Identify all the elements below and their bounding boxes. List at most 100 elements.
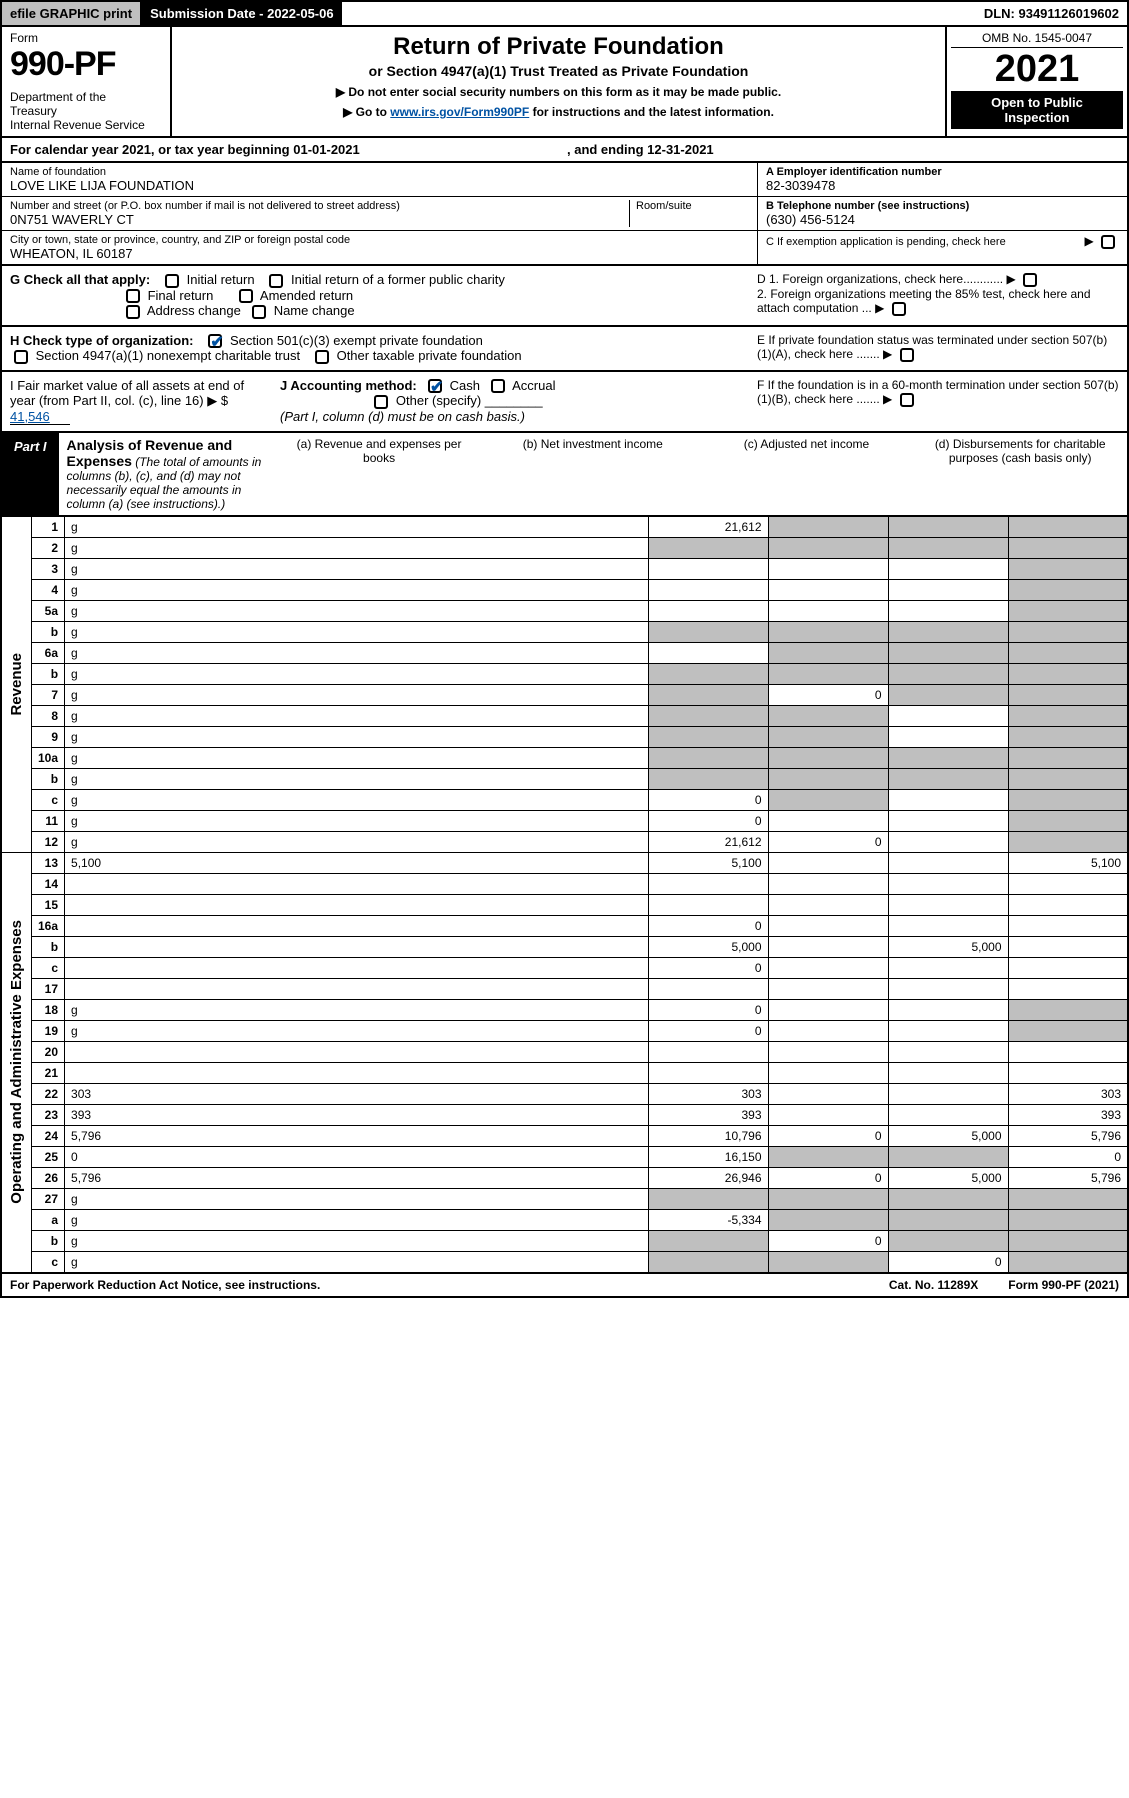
c-checkbox[interactable] <box>1101 235 1115 249</box>
f-check[interactable] <box>900 393 914 407</box>
line-desc: g <box>65 579 648 600</box>
line-21-col-a <box>648 1062 768 1083</box>
g-namechange[interactable] <box>252 305 266 319</box>
col-b: (b) Net investment income <box>486 433 700 515</box>
line-num: 4 <box>32 579 65 600</box>
line-14-col-a <box>648 873 768 894</box>
line-9-col-d <box>1008 726 1128 747</box>
i-block: I Fair market value of all assets at end… <box>10 378 260 425</box>
line-num: 15 <box>32 894 65 915</box>
line-num: 5a <box>32 600 65 621</box>
h-501c3[interactable] <box>208 334 222 348</box>
line-num: c <box>32 957 65 978</box>
line-21-col-d <box>1008 1062 1128 1083</box>
line-22-col-c <box>888 1083 1008 1104</box>
e-check[interactable] <box>900 348 914 362</box>
e-label: E If private foundation status was termi… <box>757 333 1107 361</box>
line-16a-col-c <box>888 915 1008 936</box>
line-1-col-c <box>888 517 1008 538</box>
g-amended[interactable] <box>239 289 253 303</box>
line-desc: g <box>65 537 648 558</box>
line-desc <box>65 873 648 894</box>
line-18-col-c <box>888 999 1008 1020</box>
cal-end: 12-31-2021 <box>647 142 714 157</box>
line-b-col-a <box>648 621 768 642</box>
line-10a-col-d <box>1008 747 1128 768</box>
j-accrual[interactable] <box>491 379 505 393</box>
line-12-col-a: 21,612 <box>648 831 768 852</box>
form-title: Return of Private Foundation <box>182 33 935 61</box>
line-b-col-b: 0 <box>768 1230 888 1251</box>
dln: DLN: 93491126019602 <box>976 2 1127 25</box>
line-4-col-b <box>768 579 888 600</box>
g-opt0: Initial return <box>187 272 255 287</box>
line-b-col-d <box>1008 1230 1128 1251</box>
h-opt1: Section 501(c)(3) exempt private foundat… <box>230 333 483 348</box>
instr-link[interactable]: www.irs.gov/Form990PF <box>390 105 529 119</box>
line-2-col-d <box>1008 537 1128 558</box>
phone-label: B Telephone number (see instructions) <box>766 200 969 212</box>
j-accrual-label: Accrual <box>512 378 555 393</box>
efile-btn[interactable]: efile GRAPHIC print <box>2 2 142 25</box>
line-num: 26 <box>32 1167 65 1188</box>
line-c-col-b <box>768 957 888 978</box>
phone-val: (630) 456-5124 <box>766 212 1119 227</box>
line-6a-col-a <box>648 642 768 663</box>
line-5a-col-c <box>888 600 1008 621</box>
line-17-col-d <box>1008 978 1128 999</box>
col-d: (d) Disbursements for charitable purpose… <box>913 433 1127 515</box>
line-4-col-c <box>888 579 1008 600</box>
line-desc <box>65 894 648 915</box>
d1-check[interactable] <box>1023 273 1037 287</box>
line-num: 14 <box>32 873 65 894</box>
line-desc: 0 <box>65 1146 648 1167</box>
g-initial-former[interactable] <box>269 274 283 288</box>
omb: OMB No. 1545-0047 <box>951 31 1123 48</box>
h-4947[interactable] <box>14 350 28 364</box>
g-addrchange[interactable] <box>126 305 140 319</box>
line-num: 17 <box>32 978 65 999</box>
g-opt4: Address change <box>147 303 241 318</box>
footer-left: For Paperwork Reduction Act Notice, see … <box>10 1278 889 1292</box>
g-final[interactable] <box>126 289 140 303</box>
line-desc: 5,100 <box>65 852 648 873</box>
h-other[interactable] <box>315 350 329 364</box>
line-desc: g <box>65 726 648 747</box>
g-initial[interactable] <box>165 274 179 288</box>
line-a-col-a: -5,334 <box>648 1209 768 1230</box>
id-right: A Employer identification number 82-3039… <box>757 163 1127 264</box>
line-desc: g <box>65 1209 648 1230</box>
line-desc: g <box>65 621 648 642</box>
line-c-col-c: 0 <box>888 1251 1008 1273</box>
room-cell: Room/suite <box>629 200 749 227</box>
g-opt2: Final return <box>148 288 214 303</box>
d2-check[interactable] <box>892 302 906 316</box>
line-num: 25 <box>32 1146 65 1167</box>
line-num: 11 <box>32 810 65 831</box>
line-b-col-d <box>1008 768 1128 789</box>
line-num: 3 <box>32 558 65 579</box>
line-11-col-b <box>768 810 888 831</box>
j-block: J Accounting method: Cash Accrual Other … <box>260 378 749 425</box>
d2-label: 2. Foreign organizations meeting the 85%… <box>757 287 1091 315</box>
line-num: 6a <box>32 642 65 663</box>
j-other[interactable] <box>374 395 388 409</box>
i-val[interactable]: 41,546 <box>10 409 70 425</box>
h-opt3: Other taxable private foundation <box>337 348 522 363</box>
h-row: H Check type of organization: Section 50… <box>0 327 1129 372</box>
line-desc: g <box>65 789 648 810</box>
line-6a-col-b <box>768 642 888 663</box>
j-cash[interactable] <box>428 379 442 393</box>
line-c-col-b <box>768 1251 888 1273</box>
line-26-col-b: 0 <box>768 1167 888 1188</box>
line-15-col-a <box>648 894 768 915</box>
ein-val: 82-3039478 <box>766 178 1119 193</box>
line-desc <box>65 978 648 999</box>
line-17-col-a <box>648 978 768 999</box>
line-desc <box>65 915 648 936</box>
g-opt5: Name change <box>274 303 355 318</box>
line-b-col-a <box>648 768 768 789</box>
line-desc: g <box>65 663 648 684</box>
line-18-col-a: 0 <box>648 999 768 1020</box>
city-val: WHEATON, IL 60187 <box>10 246 749 261</box>
